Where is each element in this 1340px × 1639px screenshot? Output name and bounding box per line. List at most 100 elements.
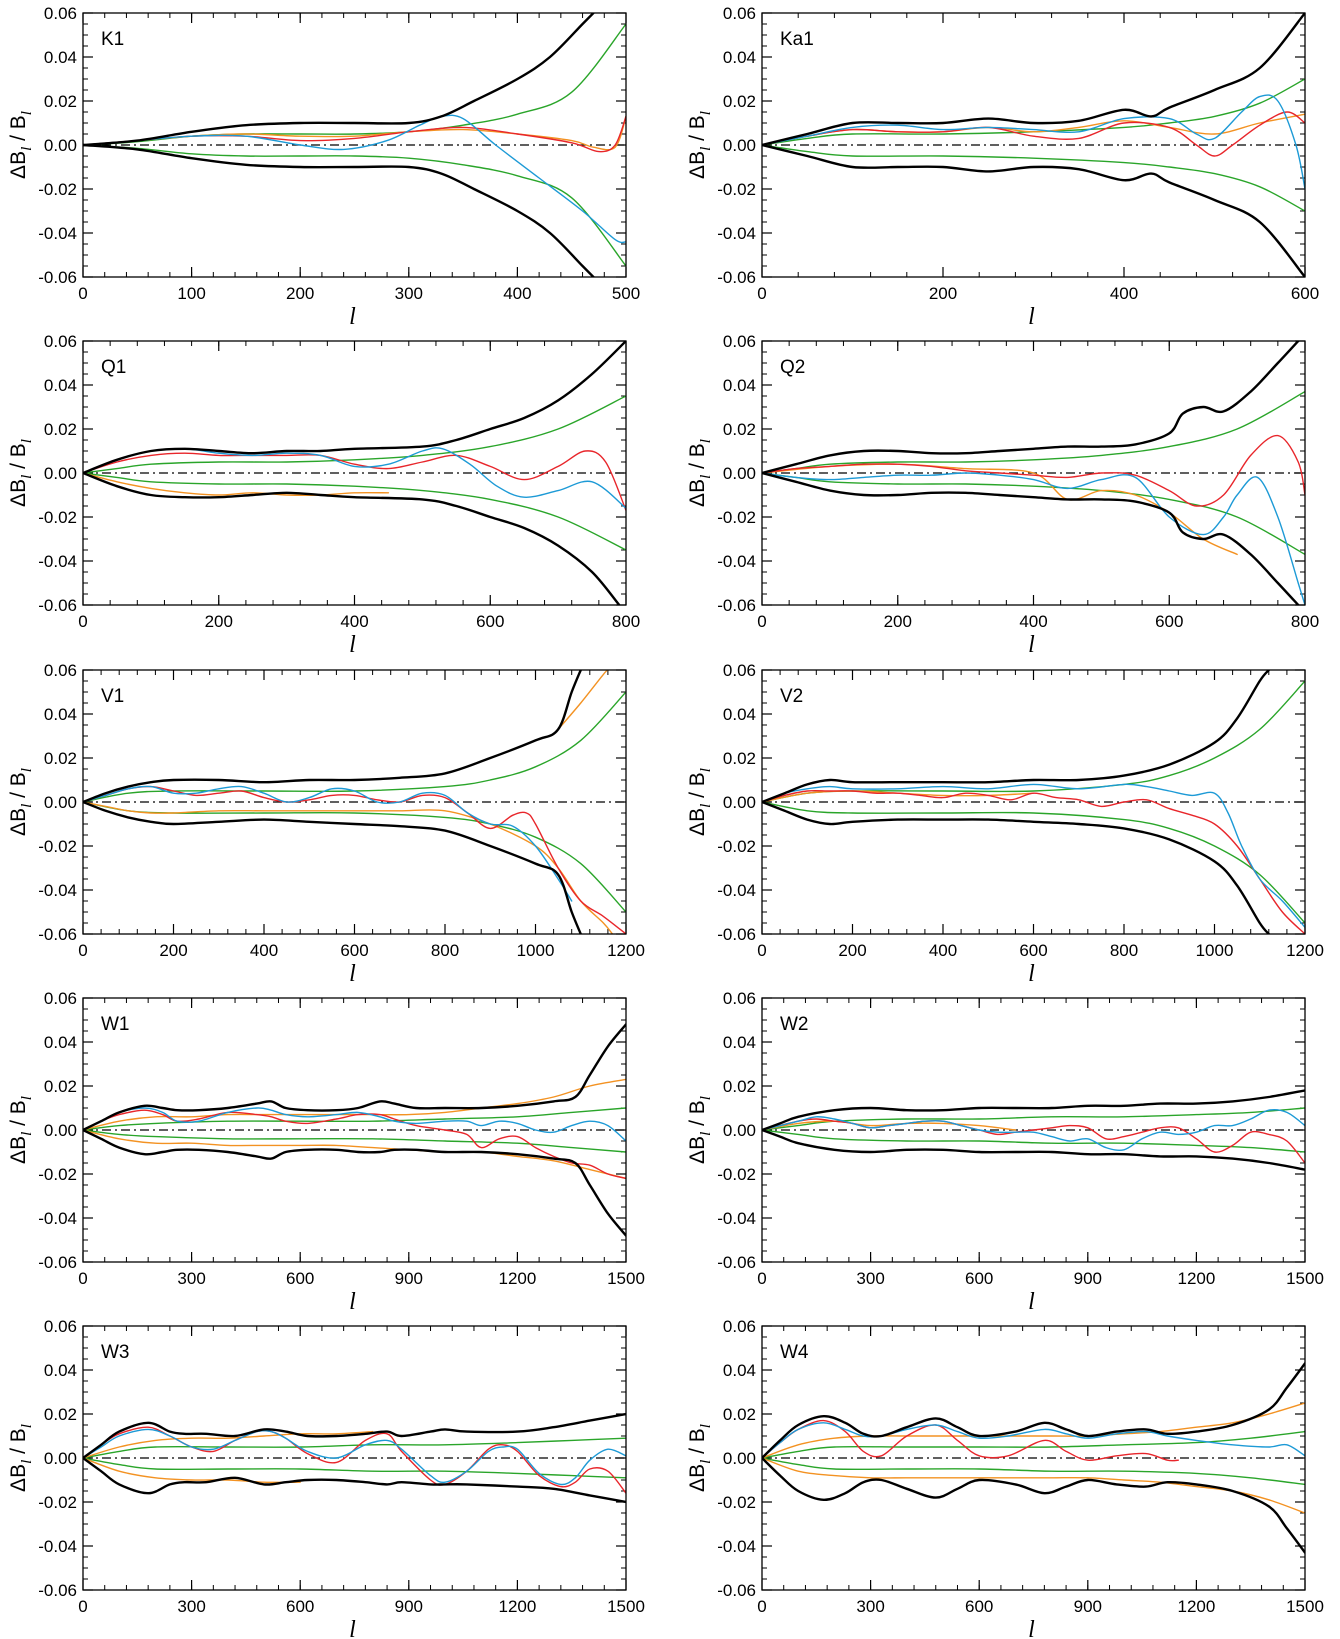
y-tick-label: 0.06 [723,4,756,23]
y-axis-label: ΔBl / Bl [7,111,35,179]
series-line-curve-blue [762,783,1305,929]
series-line-curve-red [83,1426,626,1494]
y-axis-label: ΔBl / Bl [686,768,714,836]
series-group [83,1412,626,1504]
panel-w3: 0 300 600 900 1200 1500 -0.06 -0.04 -0.02 0.00 0.0… [7,1317,645,1639]
series-line-envelope-inner [83,23,626,146]
y-tick-label: -0.04 [717,881,756,900]
x-tick-label: 0 [757,1269,766,1288]
panel-ka1: 0 200 400 600 -0.06 -0.04 -0.02 0.00 0.02 0.04 0.0… [686,4,1319,330]
y-tick-label: -0.02 [38,1493,77,1512]
y-tick-label: 0.02 [723,749,756,768]
y-tick-label: 0.02 [44,1077,77,1096]
y-tick-label: -0.02 [38,1165,77,1184]
y-tick-label: 0.06 [723,661,756,680]
series-line-curve-orange [762,1120,1017,1131]
y-tick-label: 0.02 [723,1077,756,1096]
series-line-envelope-inner [83,144,626,267]
x-tick-label: 800 [1110,941,1138,960]
series-line-curve-blue [83,1107,626,1142]
y-tick-label: -0.04 [38,552,77,571]
series-line-curve-blue [762,94,1305,190]
panel-q1: 0 200 400 600 800 -0.06 -0.04 -0.02 0.00 0.02 0.04… [7,332,640,658]
y-tick-label: 0.06 [723,332,756,351]
y-tick-label: 0.04 [723,376,756,395]
series-line-envelope [83,471,621,605]
x-axis-label: l [1028,1289,1035,1315]
x-tick-label: 600 [286,1597,314,1616]
y-tick-label: 0.04 [44,1361,77,1380]
x-tick-label: 1200 [498,1597,536,1616]
panel-label: Q1 [101,357,126,378]
x-tick-label: 1200 [498,1269,536,1288]
y-tick-label: 0.00 [44,1449,77,1468]
y-tick-label: 0.04 [44,376,77,395]
panel-label: Ka1 [780,29,814,50]
x-tick-label: 0 [78,1597,87,1616]
x-tick-label: 1000 [517,941,555,960]
y-tick-label: -0.06 [717,268,756,287]
panel-k1: 0 100 200 300 400 500 -0.06 -0.04 -0.02 0.00 0.02 0… [7,4,640,330]
x-axis-label: l [349,632,356,658]
y-tick-label: -0.04 [717,224,756,243]
panel-q2: 0 200 400 600 800 -0.06 -0.04 -0.02 0.00 0.02 0.04… [686,332,1319,658]
series-line-envelope [83,341,626,475]
series-line-envelope-inner [762,1457,1305,1486]
series-line-envelope-inner [762,78,1305,146]
series-line-envelope [83,670,582,804]
x-tick-label: 200 [929,284,957,303]
x-tick-label: 1200 [1286,941,1324,960]
plot-frame [82,997,627,1263]
series-line-curve-blue [762,472,1305,605]
series-line-curve-red [762,789,1305,934]
x-tick-label: 1200 [1177,1597,1215,1616]
series-line-envelope-inner [83,691,626,803]
y-tick-label: -0.06 [38,268,77,287]
x-tick-label: 600 [340,941,368,960]
x-tick-label: 100 [177,284,205,303]
series-line-envelope [83,1128,626,1237]
y-tick-label: -0.02 [717,508,756,527]
series-line-envelope [762,1128,1305,1171]
y-tick-label: 0.02 [44,420,77,439]
x-tick-label: 300 [177,1269,205,1288]
x-tick-label: 1500 [1286,1597,1324,1616]
x-axis-label: l [1028,1617,1035,1639]
y-tick-label: -0.06 [717,925,756,944]
y-tick-label: -0.02 [38,508,77,527]
x-tick-label: 0 [757,284,766,303]
series-line-envelope-inner [762,144,1305,212]
x-tick-label: 600 [965,1269,993,1288]
y-axis-label: ΔBl / Bl [686,439,714,507]
series-group [762,670,1305,934]
y-tick-label: -0.04 [38,1537,77,1556]
series-group [83,13,626,277]
panel-label: Q2 [780,357,805,378]
series-line-curve-orange [83,1430,374,1459]
y-tick-label: -0.04 [38,1209,77,1228]
x-tick-label: 1500 [607,1597,645,1616]
y-axis-label: ΔBl / Bl [7,439,35,507]
panel-v2: 0 200 400 600 800 1000 1200 -0.06 -0.04 -0.02 0.00… [686,661,1324,987]
panel-w1: 0 300 600 900 1200 1500 -0.06 -0.04 -0.02 0.00 0.0… [7,989,645,1315]
y-axis-label: ΔBl / Bl [7,1096,35,1164]
plot-frame [761,340,1306,606]
series-line-envelope [762,1456,1305,1554]
x-tick-label: 600 [476,612,504,631]
y-tick-label: 0.04 [44,48,77,67]
y-tick-label: 0.06 [44,4,77,23]
x-tick-label: 800 [1291,612,1319,631]
series-line-envelope [762,670,1270,804]
series-line-envelope-inner [83,472,626,551]
series-line-curve-blue [762,1422,1305,1459]
panel-w2: 0 300 600 900 1200 1500 -0.06 -0.04 -0.02 0.00 0.0… [686,989,1324,1315]
y-tick-label: -0.02 [717,1165,756,1184]
x-tick-label: 900 [395,1269,423,1288]
series-line-curve-red [83,1109,626,1180]
series-line-curve-orange [83,1129,626,1180]
series-line-curve-orange [83,472,390,496]
y-tick-label: 0.02 [723,1405,756,1424]
series-line-envelope [83,1023,626,1132]
x-axis-label: l [349,1617,356,1639]
